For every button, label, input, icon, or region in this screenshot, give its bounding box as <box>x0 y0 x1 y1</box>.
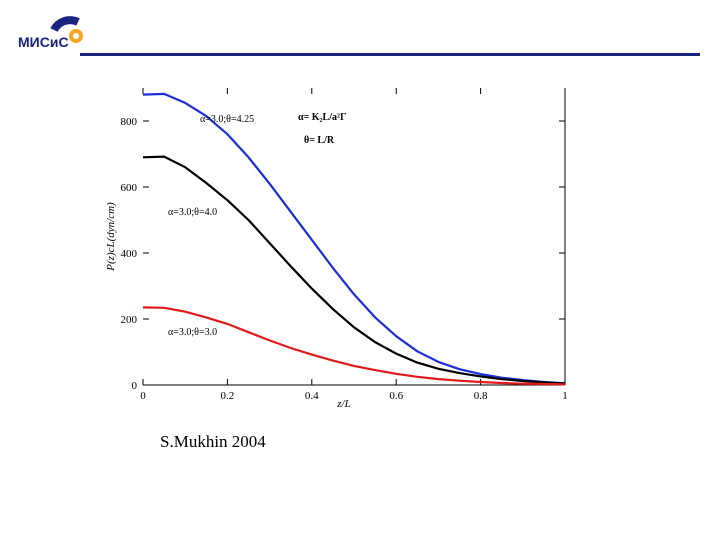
x-tick-label: 0.8 <box>474 390 488 402</box>
legend-note-theta: θ= L/R <box>304 135 335 146</box>
series-label-0: α=3.0;θ=4.25 <box>200 114 254 125</box>
x-tick-label: 0.6 <box>389 390 403 402</box>
y-tick-label: 600 <box>121 182 138 194</box>
x-axis-label: z/L <box>336 398 350 410</box>
author-credit: S.Mukhin 2004 <box>160 432 266 451</box>
logo-emblem-icon <box>50 16 83 43</box>
series-label-2: α=3.0;θ=3.0 <box>168 327 217 338</box>
x-tick-label: 0.4 <box>305 390 319 402</box>
legend-note-alpha: α= Κ₂L/a²Γ <box>298 112 346 123</box>
x-tick-label: 0 <box>140 390 146 402</box>
slide-header: МИСиС <box>0 0 720 60</box>
series-line-0 <box>142 92 566 385</box>
y-axis-label: P(z)cL(dyn/cm) <box>105 202 117 272</box>
series-line-2 <box>142 306 566 386</box>
y-tick-label: 400 <box>121 248 138 260</box>
header-divider <box>80 53 700 56</box>
institution-logo: МИСиС <box>14 12 84 52</box>
series-label-1: α=3.0;θ=4.0 <box>168 207 217 218</box>
x-tick-label: 1 <box>562 390 568 402</box>
x-tick-label: 0.2 <box>221 390 235 402</box>
series-line-1 <box>142 155 566 385</box>
logo-text: МИСиС <box>18 34 69 50</box>
y-tick-label: 800 <box>121 116 138 128</box>
y-tick-label: 0 <box>132 380 138 392</box>
y-tick-label: 200 <box>121 314 138 326</box>
